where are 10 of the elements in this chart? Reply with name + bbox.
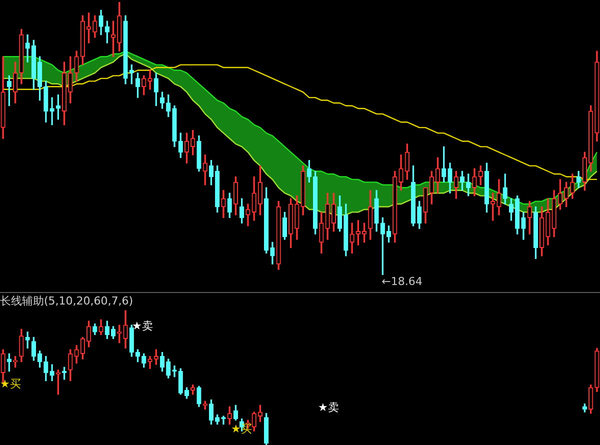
candlestick: [50, 97, 54, 126]
annotation: ←18.64: [382, 274, 422, 288]
annotation: ★卖: [132, 319, 153, 332]
chart-title: 长线辅助(5,10,20,60,7,6): [0, 294, 134, 308]
annotation: ★买: [0, 378, 21, 391]
annotation: ★卖: [318, 400, 339, 414]
annotation: ★买: [231, 422, 252, 436]
candlestick: [25, 34, 30, 62]
candlestick: [148, 70, 152, 90]
candlestick: [25, 332, 30, 349]
